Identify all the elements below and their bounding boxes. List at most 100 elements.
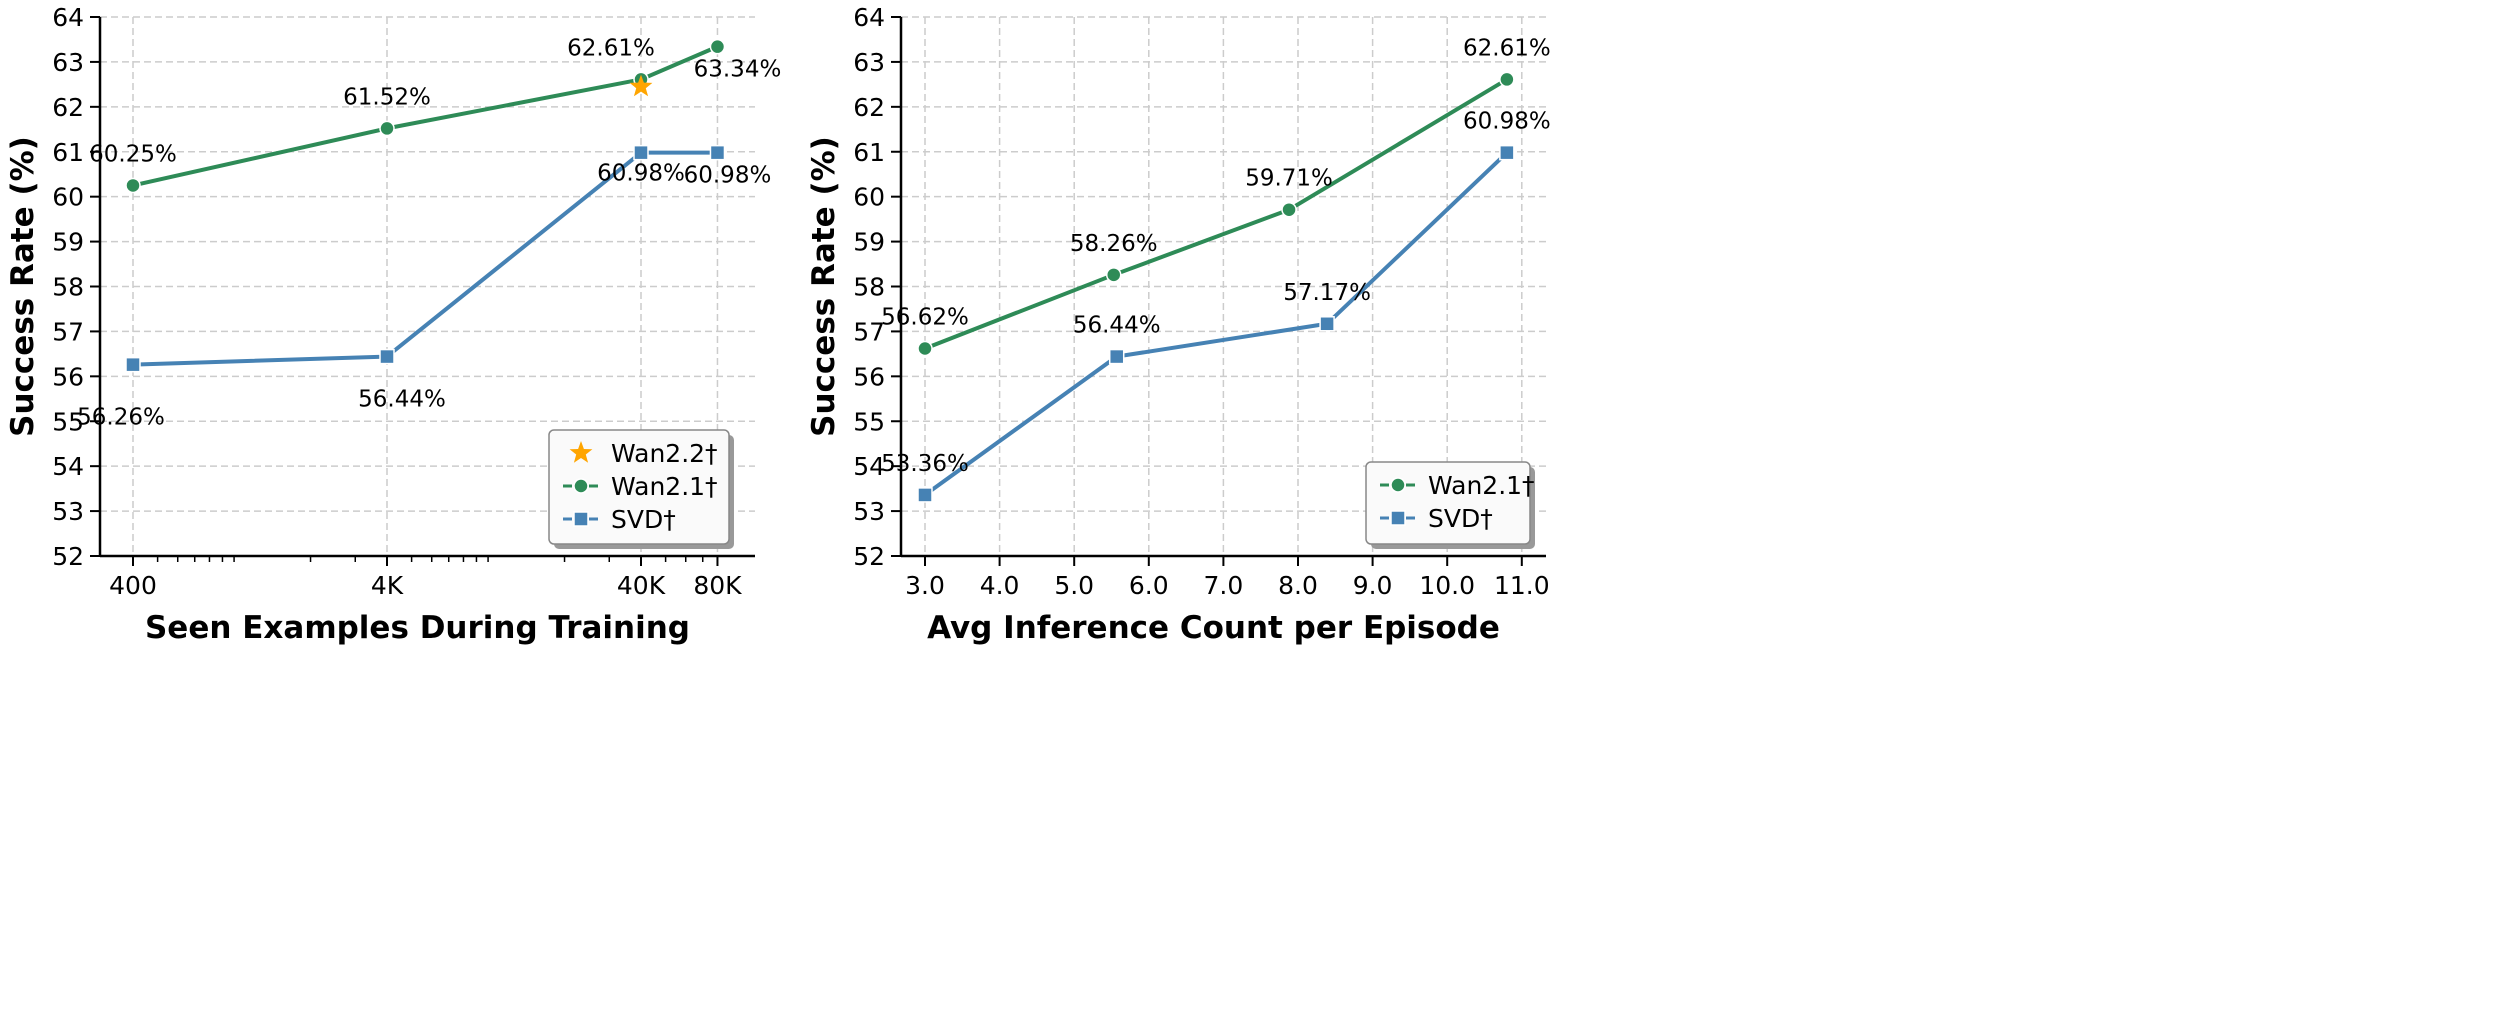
series-line [924, 77, 1508, 351]
data-point-square [709, 144, 726, 161]
series-line [923, 151, 1509, 497]
y-tick-label: 55 [853, 407, 885, 436]
y-tick-label: 57 [853, 317, 885, 346]
legend-label: SVD† [1428, 504, 1493, 533]
data-point-circle [1105, 267, 1122, 283]
data-point-circle [1499, 71, 1515, 88]
data-label: 57.17% [1283, 280, 1371, 306]
y-tick-label: 63 [52, 48, 84, 77]
legend-box [548, 429, 730, 545]
y-tick-label: 58 [853, 273, 885, 302]
data-point-circle [125, 177, 141, 194]
data-point-square [917, 487, 933, 503]
data-point-square [1390, 510, 1406, 526]
y-tick-label: 53 [853, 497, 885, 526]
data-label: 62.61% [1463, 35, 1551, 61]
data-label: 60.25% [89, 141, 177, 167]
y-axis-label: Success Rate (%) [806, 136, 842, 437]
y-tick-label: 54 [853, 452, 885, 481]
x-tick-label: 400 [109, 571, 157, 600]
data-label: 60.98% [684, 163, 772, 189]
y-tick-label: 61 [52, 138, 84, 167]
legend-entry: Wan2.1† [563, 472, 718, 501]
x-tick-label: 4.0 [980, 571, 1020, 600]
legend: Wan2.2† Wan2.1† SVD† [548, 429, 734, 549]
legend-label: SVD† [611, 505, 676, 534]
legend-label: Wan2.1† [1428, 471, 1535, 500]
data-point-square [1499, 144, 1515, 161]
y-tick-label: 61 [853, 138, 885, 167]
data-point-square [125, 356, 141, 373]
x-axis-label: Avg Inference Count per Episode [927, 610, 1500, 646]
data-label: 56.44% [358, 387, 446, 413]
data-label: 56.62% [881, 304, 969, 330]
x-tick-label: 4K [371, 571, 404, 600]
y-tick-label: 59 [52, 228, 84, 257]
y-tick-label: 54 [52, 452, 84, 481]
data-point-circle [1281, 201, 1297, 218]
data-point-star [629, 74, 653, 97]
x-tick-label: 3.0 [905, 571, 945, 600]
legend-entry: SVD† [563, 505, 676, 534]
data-label: 56.26% [77, 405, 165, 431]
series-svd: 56.26% 56.44% 60.98%60.98% [77, 144, 772, 431]
y-axis-label: Success Rate (%) [5, 136, 41, 437]
data-label: 62.61% [567, 35, 655, 61]
data-point-square [573, 511, 589, 527]
data-label: 60.98% [597, 161, 685, 187]
series-wan2.1: 56.62% 58.26% 59.71% 62.61% [881, 35, 1551, 357]
series-line [132, 150, 718, 367]
y-tick-label: 58 [52, 273, 84, 302]
data-point-square [379, 348, 395, 365]
y-tick-label: 52 [52, 542, 84, 571]
x-tick-label: 11.0 [1494, 571, 1550, 600]
data-label: 59.71% [1245, 166, 1333, 192]
y-tick-label: 62 [52, 93, 84, 122]
panel-1: 52 53 54 55 56 57 58 59 60 61 62 63 64 400 4K 40K 80KSee… [5, 3, 781, 646]
data-point-square [1319, 316, 1335, 332]
x-axis-label: Seen Examples During Training [145, 610, 690, 646]
y-tick-label: 55 [52, 407, 84, 436]
data-label: 56.44% [1073, 313, 1161, 339]
y-tick-label: 60 [52, 183, 84, 212]
data-label: 58.26% [1070, 231, 1158, 257]
series-line [132, 44, 719, 188]
legend-label: Wan2.2† [611, 439, 718, 468]
legend-box [1365, 461, 1531, 545]
x-tick-label: 9.0 [1353, 571, 1393, 600]
y-tick-label: 56 [52, 362, 84, 391]
data-point-square [1108, 348, 1125, 365]
data-label: 61.52% [343, 84, 431, 110]
series-wan2.2 [629, 74, 653, 97]
data-point-circle [379, 120, 395, 137]
data-label: 53.36% [881, 451, 969, 477]
legend: Wan2.1† SVD† [1365, 461, 1535, 549]
series-svd: 53.36% 56.44% 57.17% 60.98% [881, 109, 1551, 503]
y-tick-label: 64 [853, 3, 885, 32]
x-tick-label: 6.0 [1129, 571, 1169, 600]
legend-entry: Wan2.1† [1380, 471, 1535, 500]
data-point-circle [1390, 477, 1406, 493]
x-tick-label: 5.0 [1054, 571, 1094, 600]
series-wan2.1: 60.25% 61.52% 62.61% 63.34% [89, 35, 781, 194]
data-point-square [633, 144, 649, 161]
y-tick-label: 52 [853, 542, 885, 571]
x-tick-label: 40K [617, 571, 666, 600]
legend-entry: Wan2.2† [569, 439, 718, 468]
data-label: 60.98% [1463, 109, 1551, 135]
legend-label: Wan2.1† [611, 472, 718, 501]
data-point-circle [709, 38, 726, 55]
data-point-circle [573, 478, 589, 494]
data-point-circle [917, 340, 933, 357]
data-point-star [569, 441, 593, 463]
y-tick-label: 53 [52, 497, 84, 526]
x-tick-label: 10.0 [1419, 571, 1475, 600]
panel-2: 52 53 54 55 56 57 58 59 60 61 62 63 64 3.0 4.0 5.0 6.0 7.… [806, 3, 1551, 646]
y-tick-label: 63 [853, 48, 885, 77]
y-tick-label: 56 [853, 362, 885, 391]
legend-entry: SVD† [1380, 504, 1493, 533]
y-tick-label: 62 [853, 93, 885, 122]
x-tick-label: 80K [693, 571, 742, 600]
y-tick-label: 60 [853, 183, 885, 212]
